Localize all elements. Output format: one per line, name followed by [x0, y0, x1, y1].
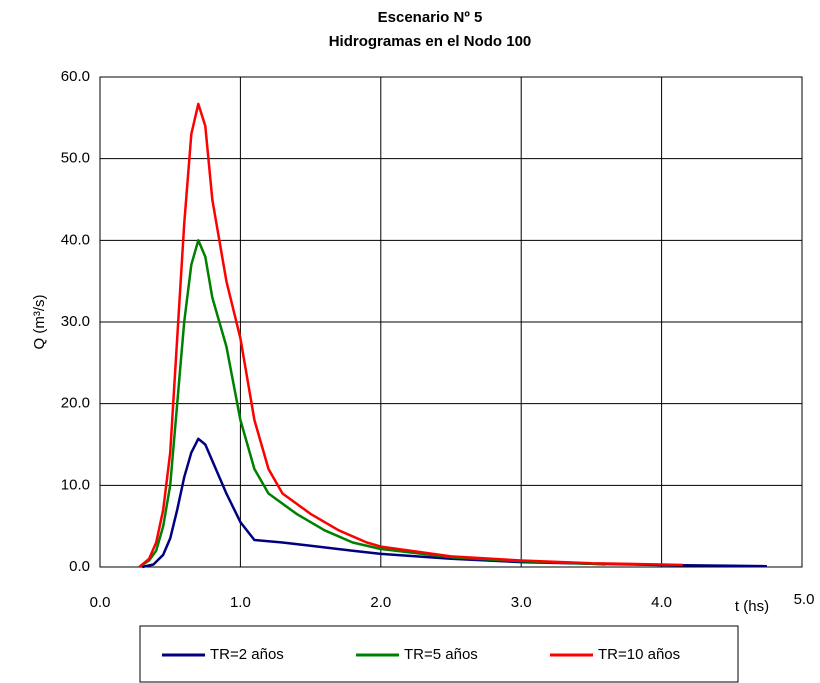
x-tick-label: 5.0 [794, 591, 815, 608]
plot-frame [99, 76, 803, 568]
y-tick-label: 10.0 [61, 476, 90, 493]
legend-box [139, 625, 739, 683]
y-tick-label: 0.0 [69, 558, 90, 575]
legend-label: TR=10 años [598, 646, 680, 663]
chart-title: Escenario Nº 5 [378, 9, 483, 26]
y-tick-label: 20.0 [61, 395, 90, 412]
y-tick-label: 40.0 [61, 231, 90, 248]
y-tick-label: 50.0 [61, 150, 90, 167]
x-tick-label: 4.0 [651, 594, 672, 611]
x-axis-label: t (hs) [735, 598, 769, 615]
legend-label: TR=2 años [210, 646, 284, 663]
chart-subtitle: Hidrogramas en el Nodo 100 [329, 33, 532, 50]
x-tick-label: 0.0 [90, 594, 111, 611]
x-tick-label: 3.0 [511, 594, 532, 611]
series-line [138, 239, 606, 569]
y-tick-label: 60.0 [61, 68, 90, 85]
legend-label: TR=5 años [404, 646, 478, 663]
y-tick-label: 30.0 [61, 313, 90, 330]
y-axis-label: Q (m³/s) [31, 295, 48, 350]
series-line [138, 102, 683, 568]
series-line [141, 437, 767, 569]
x-tick-label: 2.0 [370, 594, 391, 611]
x-tick-label: 1.0 [230, 594, 251, 611]
